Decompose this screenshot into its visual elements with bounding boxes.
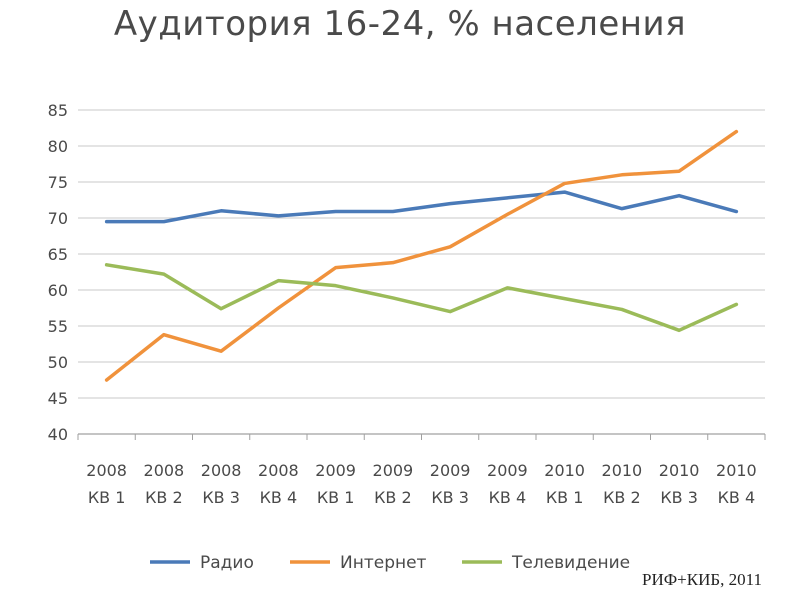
x-tick-label-quarter: КВ 3 <box>660 488 698 507</box>
x-tick-label-year: 2008 <box>201 461 242 480</box>
legend-label: Интернет <box>340 553 427 573</box>
legend-label: Телевидение <box>511 553 630 573</box>
series-line-0 <box>104 190 739 224</box>
x-tick-label-quarter: КВ 2 <box>603 488 641 507</box>
y-tick-label: 50 <box>48 353 68 372</box>
x-tick-label-quarter: КВ 1 <box>317 488 355 507</box>
x-tick-label-year: 2009 <box>315 461 356 480</box>
x-tick-label-year: 2008 <box>144 461 185 480</box>
x-tick-label-year: 2010 <box>659 461 700 480</box>
legend-label: Радио <box>200 553 254 573</box>
grid-lines <box>78 109 765 435</box>
y-tick-label: 85 <box>48 101 68 120</box>
x-tick-label-year: 2010 <box>716 461 757 480</box>
y-tick-label: 70 <box>48 209 68 228</box>
x-tick-label-quarter: КВ 3 <box>202 488 240 507</box>
x-tick-label-quarter: КВ 2 <box>145 488 183 507</box>
x-tick-label-quarter: КВ 4 <box>718 488 756 507</box>
series-lines <box>104 129 739 382</box>
x-axis <box>77 433 766 440</box>
y-tick-label: 60 <box>48 281 68 300</box>
x-tick-label-quarter: КВ 3 <box>431 488 469 507</box>
x-tick-label-quarter: КВ 4 <box>260 488 298 507</box>
y-tick-label: 75 <box>48 173 68 192</box>
source-note: РИФ+КИБ, 2011 <box>642 570 762 589</box>
x-tick-label-year: 2009 <box>430 461 471 480</box>
series-line-2 <box>104 263 739 333</box>
x-tick-label-year: 2010 <box>544 461 585 480</box>
y-axis-ticks: 40 45 50 55 60 65 70 75 80 85 <box>48 101 68 444</box>
x-tick-label-year: 2008 <box>86 461 127 480</box>
x-tick-label-quarter: КВ 1 <box>88 488 126 507</box>
x-tick-label-year: 2008 <box>258 461 299 480</box>
x-tick-label-quarter: КВ 2 <box>374 488 412 507</box>
y-tick-label: 65 <box>48 245 68 264</box>
y-tick-label: 55 <box>48 317 68 336</box>
y-tick-label: 80 <box>48 137 68 156</box>
y-tick-label: 40 <box>48 425 68 444</box>
series-line-1 <box>104 129 739 382</box>
x-tick-label-quarter: КВ 4 <box>489 488 527 507</box>
x-tick-label-year: 2009 <box>487 461 528 480</box>
legend: Радио Интернет Телевидение <box>150 553 630 573</box>
x-tick-label-year: 2009 <box>373 461 414 480</box>
x-tick-label-quarter: КВ 1 <box>546 488 584 507</box>
x-tick-label-year: 2010 <box>602 461 643 480</box>
y-tick-label: 45 <box>48 389 68 408</box>
x-axis-ticks: 2008 КВ 1 2008 КВ 2 2008 КВ 3 2008 КВ 4 2009 КВ 1… <box>86 461 756 507</box>
chart-title: Аудитория 16-24, % населения <box>113 4 687 44</box>
